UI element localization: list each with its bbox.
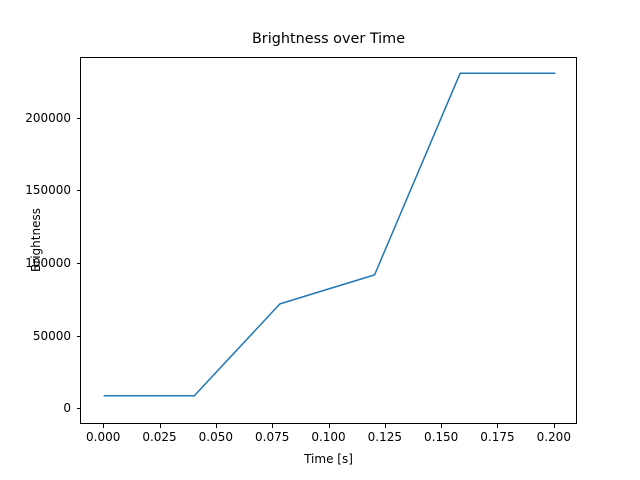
- page-title: Brightness over Time: [251, 31, 406, 47]
- x-tick-mark: [215, 424, 217, 428]
- x-tick-label: 0.100: [311, 430, 346, 444]
- x-tick-mark: [553, 424, 555, 428]
- y-tick-label: 150000: [25, 183, 71, 198]
- x-tick-label: 0.150: [423, 430, 459, 444]
- y-tick-label: 100000: [25, 255, 71, 270]
- x-tick-mark: [159, 424, 161, 428]
- x-tick-label: 0.050: [198, 430, 234, 444]
- y-tick-mark: [76, 262, 80, 264]
- x-tick-label: 0.175: [480, 430, 515, 444]
- x-axis-label: Time [s]: [304, 452, 353, 466]
- x-tick-mark: [441, 424, 443, 428]
- x-tick-label: 0.200: [536, 430, 571, 444]
- y-tick-label: 50000: [32, 328, 71, 343]
- x-tick-mark: [328, 424, 330, 428]
- x-tick-label: 0.000: [86, 430, 121, 444]
- x-tick-label: 0.125: [367, 430, 402, 444]
- y-tick-label: 200000: [25, 110, 71, 125]
- y-tick-label: 0: [63, 401, 71, 416]
- x-tick-mark: [272, 424, 274, 428]
- x-tick-label: 0.075: [254, 430, 290, 444]
- y-tick-mark: [76, 190, 80, 192]
- x-tick-mark: [103, 424, 105, 428]
- y-tick-mark: [76, 335, 80, 337]
- line-chart-svg: [103, 72, 556, 397]
- y-tick-mark: [76, 408, 80, 410]
- x-tick-label: 0.025: [142, 430, 177, 444]
- x-tick-mark: [384, 424, 386, 428]
- data-series-line: [103, 72, 556, 397]
- y-tick-mark: [76, 117, 80, 119]
- plot-area: [80, 57, 577, 424]
- x-tick-mark: [497, 424, 499, 428]
